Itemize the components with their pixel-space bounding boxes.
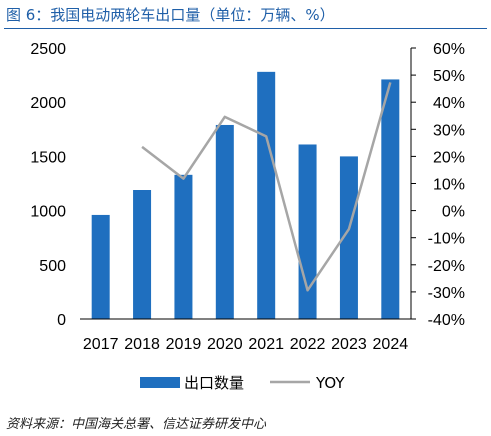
legend-label-bar: 出口数量 — [184, 374, 244, 392]
x-tick-label: 2022 — [290, 336, 326, 353]
bar-2017 — [91, 214, 110, 319]
x-tick-label: 2021 — [248, 336, 284, 353]
x-tick-label: 2018 — [124, 336, 160, 353]
y-right-tick-label: -10% — [428, 231, 465, 248]
bar-2024 — [381, 79, 400, 319]
bar-2021 — [257, 71, 276, 320]
x-tick-label: 2024 — [373, 336, 409, 353]
y-right-tick-label: 10% — [433, 177, 465, 194]
source-note: 资料来源：中国海关总署、信达证券研发中心 — [6, 417, 267, 432]
y-right-tick-label: 40% — [433, 95, 465, 112]
y-right-tick-label: 0% — [442, 204, 465, 221]
y-left-tick-label: 1000 — [30, 204, 66, 221]
bar-2023 — [339, 156, 358, 319]
y-left-tick-label: 500 — [39, 258, 66, 275]
figure-title: 图 6：我国电动两轮车出口量（单位：万辆、%） — [6, 6, 335, 24]
y-right-tick-label: -20% — [428, 258, 465, 275]
y-right-tick-label: 60% — [433, 41, 465, 58]
bar-series — [91, 71, 400, 320]
bar-2020 — [215, 124, 234, 320]
bar-2022 — [298, 144, 317, 319]
bar-2019 — [174, 174, 193, 319]
y-right-tick-label: 30% — [433, 122, 465, 139]
x-tick-label: 2023 — [331, 336, 367, 353]
y-right-tick-label: 20% — [433, 149, 465, 166]
y-right-axis: -40% -30% -20% -10% 0% 10% 20% 30% 40% 50% 60% — [410, 41, 465, 329]
y-left-tick-label: 2500 — [30, 41, 66, 58]
x-tick-label: 2019 — [166, 336, 202, 353]
y-left-tick-label: 1500 — [30, 149, 66, 166]
title-divider — [4, 28, 487, 29]
y-right-tick-label: -40% — [428, 312, 465, 329]
y-right-tick-label: 50% — [433, 68, 465, 85]
legend-swatch-bar — [140, 377, 180, 388]
y-left-tick-label: 0 — [57, 312, 66, 329]
x-tick-label: 2017 — [83, 336, 119, 353]
x-tick-label: 2020 — [207, 336, 243, 353]
bar-2018 — [133, 190, 152, 319]
x-axis-labels: 2017 2018 2019 2020 2021 2022 2023 2024 — [83, 336, 408, 353]
yoy-line-series — [141, 82, 392, 292]
y-right-tick-label: -30% — [428, 285, 465, 302]
y-left-axis: 0 500 1000 1500 2000 2500 — [30, 41, 66, 329]
legend: 出口数量 YOY — [140, 374, 345, 392]
legend-label-line: YOY — [315, 374, 345, 392]
y-left-tick-label: 2000 — [30, 95, 66, 112]
